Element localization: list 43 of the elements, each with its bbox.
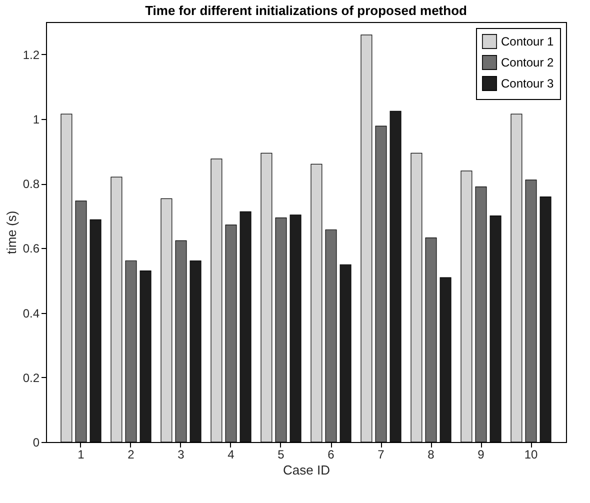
bar [340, 264, 352, 442]
legend-label: Contour 3 [501, 76, 554, 90]
bar [310, 164, 322, 442]
bar [490, 216, 502, 442]
bar [240, 211, 252, 442]
bar [160, 198, 172, 442]
x-tick-label: 10 [524, 448, 538, 462]
bar [410, 152, 422, 442]
x-tick-label: 2 [128, 448, 135, 462]
bar [210, 158, 222, 442]
x-tick-label: 4 [228, 448, 235, 462]
y-tick-label: 0 [32, 436, 40, 450]
x-tick-label: 3 [178, 448, 185, 462]
bar [540, 196, 552, 442]
x-tick-label: 8 [428, 448, 435, 462]
bar [390, 110, 402, 442]
y-tick-label: 0.6 [22, 242, 40, 256]
x-axis-title: Case ID [283, 462, 330, 478]
bar [360, 34, 372, 442]
bar [190, 260, 202, 442]
bar [260, 152, 272, 442]
x-tick-label: 6 [328, 448, 335, 462]
x-tick-label: 9 [478, 448, 485, 462]
x-tick-label: 7 [378, 448, 385, 462]
legend-label: Contour 2 [501, 56, 554, 70]
bar [140, 270, 152, 442]
y-tick-label: 1 [32, 112, 40, 126]
bar [90, 219, 102, 442]
y-tick-label: 0.8 [22, 177, 40, 192]
bar [60, 114, 72, 442]
y-tick-label: 1.2 [22, 48, 40, 62]
bar [110, 176, 122, 442]
x-tick-label: 1 [78, 448, 85, 462]
chart-title: Time for different initializations of proposed method [145, 3, 467, 18]
bar [460, 170, 472, 442]
y-axis-title: time (s) [4, 210, 19, 254]
bar [440, 277, 452, 442]
y-tick-label: 0.4 [22, 306, 40, 320]
legend-label: Contour 1 [501, 34, 554, 48]
x-tick-label: 5 [278, 448, 285, 462]
bar [290, 214, 302, 442]
bar [510, 114, 522, 442]
y-tick-label: 0.2 [22, 370, 40, 385]
